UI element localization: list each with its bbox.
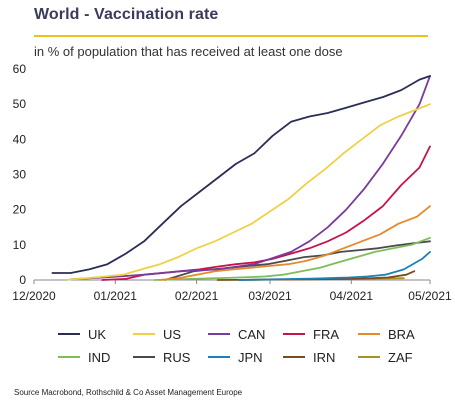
axes: 0 10 20 30 40 50 60 12/2020 01/2021 02/2021 03/202… bbox=[12, 62, 452, 303]
x-tick-label: 01/2021 bbox=[94, 289, 138, 303]
legend-label-rus: RUS bbox=[163, 350, 191, 365]
legend-label-bra: BRA bbox=[388, 327, 415, 342]
chart-subtitle: in % of population that has received at … bbox=[34, 44, 343, 59]
y-tick-label: 30 bbox=[13, 168, 27, 182]
series-line-bra bbox=[159, 205, 431, 281]
series-line-uk bbox=[51, 75, 431, 274]
legend-label-zaf: ZAF bbox=[388, 350, 413, 365]
y-tick-label: 60 bbox=[13, 62, 27, 76]
series-line-can bbox=[69, 75, 431, 281]
legend-label-fra: FRA bbox=[313, 327, 339, 342]
legend-label-ind: IND bbox=[88, 350, 110, 365]
legend-label-can: CAN bbox=[238, 327, 265, 342]
x-tick-label: 05/2021 bbox=[408, 289, 452, 303]
y-tick-label: 40 bbox=[13, 132, 27, 146]
y-tick-label: 50 bbox=[13, 97, 27, 111]
x-tick-label: 03/2021 bbox=[248, 289, 292, 303]
legend-label-jpn: JPN bbox=[238, 350, 263, 365]
y-tick-label: 10 bbox=[13, 238, 27, 252]
legend-label-uk: UK bbox=[88, 327, 106, 342]
legend: UK US CAN FRA BRA IND RUS JPN IRN ZAF bbox=[58, 327, 415, 365]
chart-title: World - Vaccination rate bbox=[34, 6, 219, 23]
x-tick-label: 04/2021 bbox=[330, 289, 374, 303]
legend-label-us: US bbox=[163, 327, 181, 342]
source-note: Source Macrobond, Rothschild & Co Asset … bbox=[14, 388, 243, 397]
title-rule bbox=[34, 35, 428, 37]
y-tick-label: 20 bbox=[13, 203, 27, 217]
series-lines bbox=[51, 75, 431, 281]
series-line-jpn bbox=[237, 251, 431, 281]
y-tick-label: 0 bbox=[19, 273, 26, 287]
x-tick-label: 12/2020 bbox=[12, 289, 56, 303]
legend-label-irn: IRN bbox=[313, 350, 335, 365]
series-line-us bbox=[67, 103, 431, 281]
series-line-ind bbox=[153, 236, 431, 281]
x-tick-label: 02/2021 bbox=[175, 289, 219, 303]
